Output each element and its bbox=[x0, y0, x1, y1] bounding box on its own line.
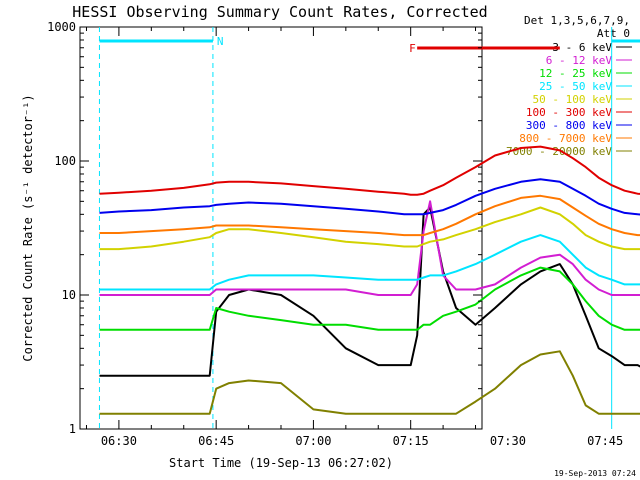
legend-header-line-1: Det 1,3,5,6,7,9, bbox=[524, 14, 630, 27]
chart-title: HESSI Observing Summary Count Rates, Cor… bbox=[72, 3, 487, 21]
x-tick-label: 07:30 bbox=[490, 434, 526, 448]
vertical-markers bbox=[98, 27, 613, 429]
series-line-3 bbox=[99, 266, 640, 331]
series-line-9 bbox=[99, 350, 640, 415]
series-line-7 bbox=[99, 178, 640, 216]
series-line-4 bbox=[99, 234, 640, 291]
series-line-2 bbox=[99, 200, 640, 296]
x-tick-label: 07:45 bbox=[587, 434, 623, 448]
legend-label-5: 50 - 100 keV bbox=[533, 93, 613, 106]
y-tick-label: 10 bbox=[62, 288, 76, 302]
x-tick-label: 07:15 bbox=[393, 434, 429, 448]
legend-header-line-2: Att 0 bbox=[597, 27, 630, 40]
annotation-label-N: N bbox=[217, 35, 224, 48]
y-tick-label: 1000 bbox=[47, 20, 76, 34]
legend-label-9: 7000 - 20000 keV bbox=[506, 145, 612, 158]
y-tick-label: 100 bbox=[54, 154, 76, 168]
x-axis-label: Start Time (19-Sep-13 06:27:02) bbox=[169, 456, 393, 470]
plot-area: NF bbox=[79, 26, 640, 430]
x-tick-label: 06:45 bbox=[198, 434, 234, 448]
legend-label-6: 100 - 300 keV bbox=[526, 106, 612, 119]
legend-label-2: 6 - 12 keV bbox=[546, 54, 613, 67]
legend-label-8: 800 - 7000 keV bbox=[519, 132, 612, 145]
legend-label-7: 300 - 800 keV bbox=[526, 119, 612, 132]
legend-label-4: 25 - 50 keV bbox=[539, 80, 612, 93]
x-tick-label: 07:00 bbox=[295, 434, 331, 448]
series-line-5 bbox=[99, 206, 640, 251]
annotation-bars: NF bbox=[99, 35, 640, 55]
timestamp: 19-Sep-2013 07:24 bbox=[554, 469, 636, 478]
annotation-label-F: F bbox=[409, 42, 416, 55]
y-axis: 1 10 100 1000 bbox=[47, 20, 482, 436]
y-axis-label: Corrected Count Rate (s⁻¹ detector⁻¹) bbox=[21, 94, 35, 361]
y-tick-label: 1 bbox=[69, 422, 76, 436]
series-line-8 bbox=[99, 194, 640, 237]
legend-label-3: 12 - 25 keV bbox=[539, 67, 612, 80]
legend-label-1: 3 - 6 keV bbox=[552, 41, 612, 54]
series-line-6 bbox=[99, 145, 640, 196]
x-tick-label: 06:30 bbox=[101, 434, 137, 448]
series-lines bbox=[99, 145, 640, 415]
